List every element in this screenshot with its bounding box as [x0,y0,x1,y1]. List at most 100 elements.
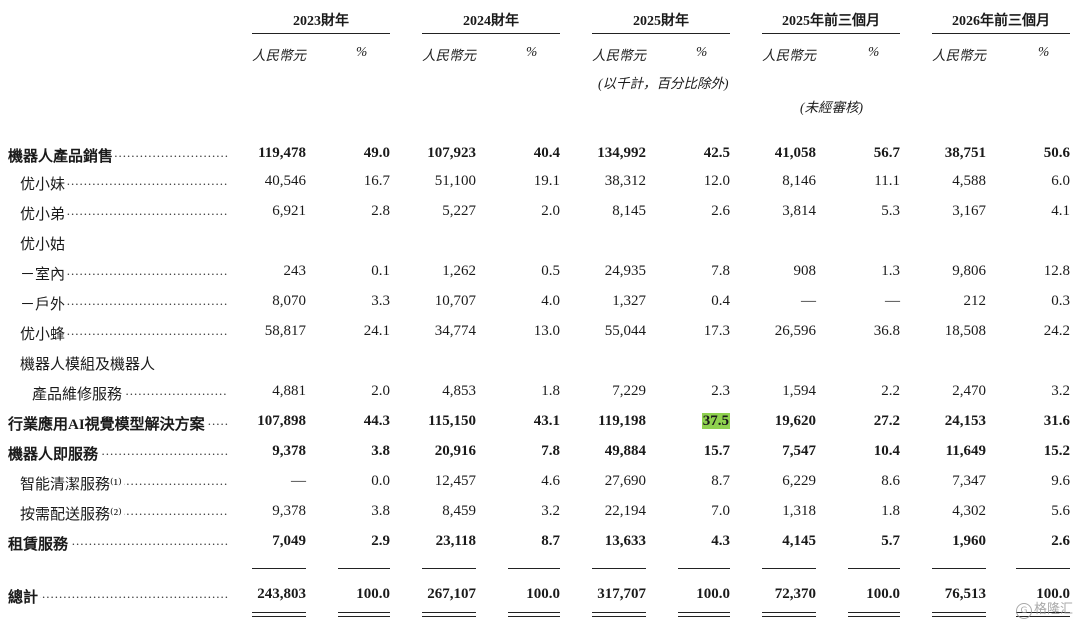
currency-header: 人民幣元 [762,48,816,63]
percent-cell: 12.8 [980,263,1070,280]
row-label: 优小姑 [20,233,68,254]
cell-value: 1.3 [881,263,900,279]
cell-value: 2.8 [371,203,390,219]
amount-cell: 7,049 [216,533,306,550]
cell-value: 107,923 [427,145,476,161]
total-double-rule [848,612,900,617]
percent-cell: 19.1 [470,173,560,190]
total-double-rule [508,612,560,617]
cell-value: 34,774 [434,323,476,339]
percent-cell: 0.4 [640,293,730,310]
percent-cell: 4.0 [470,293,560,310]
percent-cell: 5.3 [810,203,900,220]
header-rule [422,33,560,34]
subtotal-rule [508,568,560,569]
cell-value: 2.9 [371,533,390,549]
percent-cell: 1.8 [810,503,900,520]
cell-value: 31.6 [1043,413,1070,429]
cell-value: 107,898 [257,413,306,429]
row-label-text: 优小姑 [20,237,68,253]
percent-header: % [868,44,880,59]
cell-value: 119,478 [258,145,306,161]
cell-value: 5,227 [442,203,476,219]
cell-value: 12,457 [434,473,476,489]
amount-cell: 41,058 [726,145,816,162]
amount-cell: 1,594 [726,383,816,400]
row-label-text: 按需配送服務⁽²⁾ [20,507,124,523]
cell-value: 1.8 [541,383,560,399]
amount-cell: 4,145 [726,533,816,550]
row-label: 按需配送服務⁽²⁾ [20,503,124,524]
cell-value: 4,853 [442,383,476,399]
cell-value: — [291,473,306,489]
row-label-text: －戶外 [20,297,68,313]
cell-value: 3.8 [371,503,390,519]
amount-cell: — [216,473,306,490]
cell-value: 1,960 [952,533,986,549]
cell-value: 9.6 [1051,473,1070,489]
cell-value: 4.3 [711,533,730,549]
cell-value: 3.2 [1051,383,1070,399]
subtotal-rule [848,568,900,569]
cell-value: 4,881 [272,383,306,399]
amount-cell: 212 [896,293,987,310]
cell-value: 24,153 [944,413,986,429]
subtotal-rule [338,568,390,569]
cell-value: 18,508 [944,323,986,339]
percent-cell: 2.2 [810,383,900,400]
cell-value: 19.1 [533,173,560,189]
total-double-rule [338,612,390,617]
percent-cell: 40.4 [470,145,560,162]
cell-value: 24.2 [1043,323,1070,339]
amount-cell: 7,347 [896,473,986,490]
amount-cell: 34,774 [386,323,476,340]
cell-value: 267,107 [427,586,476,602]
percent-header: % [1038,44,1050,59]
total-double-rule [1016,612,1070,617]
percent-cell: 27.2 [810,413,900,430]
cell-value: 24,935 [604,263,646,279]
row-label: 機器人即服務 [8,443,101,464]
amount-cell: 267,107 [386,586,476,603]
table-row: 优小姑 [0,228,1088,256]
cell-value: 0.1 [371,263,390,279]
cell-value: 115,150 [428,413,476,429]
row-label-text: 機器人即服務 [8,447,101,463]
subtotal-rule [252,568,306,569]
cell-value: 2.0 [541,203,560,219]
subtotal-rule [932,568,986,569]
cell-value: 7,347 [952,473,986,489]
cell-value: 8.6 [881,473,900,489]
amount-cell: 107,923 [386,145,476,162]
subtotal-rule [678,568,730,569]
row-label: 优小妹 [20,173,68,194]
header-rule [762,33,900,34]
cell-value: 317,707 [597,586,646,602]
cell-value: 4.0 [541,293,560,309]
cell-value: 27.2 [873,413,900,429]
percent-cell: 7.8 [470,443,560,460]
percent-cell: 0.5 [470,263,560,280]
table-row: ........................................… [0,258,1088,286]
cell-value: 2.3 [711,383,730,399]
percent-cell: 42.5 [640,145,730,162]
cell-value: 8.7 [541,533,560,549]
cell-value: 13,633 [604,533,646,549]
total-double-rule [422,612,476,617]
amount-cell: 72,370 [726,586,816,603]
table-row: ........................................… [0,438,1088,466]
dot-leader: ........................................… [20,293,228,308]
cell-value: 119,198 [598,413,646,429]
amount-cell: 243,803 [216,586,306,603]
cell-value: 8,146 [782,173,816,189]
amount-cell: 1,327 [556,293,646,310]
cell-value: 1,318 [782,503,816,519]
amount-cell: 22,194 [556,503,646,520]
currency-header: 人民幣元 [422,48,476,63]
table-row: ........................................… [0,528,1088,556]
percent-cell: 56.7 [810,145,900,162]
cell-value: 50.6 [1043,145,1070,161]
amount-cell: 115,150 [386,413,476,430]
cell-value: 51,100 [434,173,476,189]
cell-value: 7.8 [711,263,730,279]
